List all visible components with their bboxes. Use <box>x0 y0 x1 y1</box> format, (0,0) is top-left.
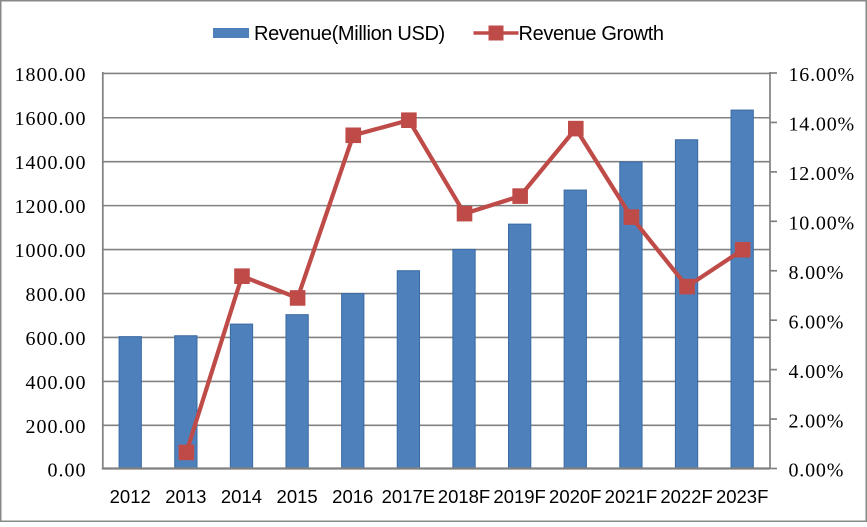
svg-text:16.00%: 16.00% <box>789 64 855 86</box>
svg-text:1600.00: 1600.00 <box>15 108 87 130</box>
svg-text:2020F: 2020F <box>549 486 601 507</box>
svg-text:2021F: 2021F <box>605 486 657 507</box>
svg-text:14.00%: 14.00% <box>789 114 855 136</box>
svg-text:200.00: 200.00 <box>26 416 87 438</box>
svg-text:1400.00: 1400.00 <box>15 152 87 174</box>
svg-text:800.00: 800.00 <box>26 284 87 306</box>
svg-text:Revenue(Million USD): Revenue(Million USD) <box>254 23 445 45</box>
svg-text:2015: 2015 <box>277 486 318 507</box>
svg-text:0.00%: 0.00% <box>789 460 845 482</box>
svg-text:600.00: 600.00 <box>26 328 87 350</box>
svg-text:1800.00: 1800.00 <box>15 64 87 86</box>
svg-text:2012: 2012 <box>110 486 151 507</box>
svg-text:2.00%: 2.00% <box>789 410 845 432</box>
svg-text:2013: 2013 <box>165 486 206 507</box>
svg-text:2017E: 2017E <box>382 486 436 507</box>
svg-text:10.00%: 10.00% <box>789 213 855 235</box>
svg-text:12.00%: 12.00% <box>789 163 855 185</box>
svg-text:1000.00: 1000.00 <box>15 240 87 262</box>
svg-text:2023F: 2023F <box>716 486 768 507</box>
svg-text:2018F: 2018F <box>438 486 490 507</box>
svg-text:2022F: 2022F <box>660 486 712 507</box>
svg-text:4.00%: 4.00% <box>789 361 845 383</box>
svg-text:0.00: 0.00 <box>48 460 87 482</box>
svg-text:6.00%: 6.00% <box>789 311 845 333</box>
svg-text:2014: 2014 <box>221 486 262 507</box>
svg-text:1200.00: 1200.00 <box>15 196 87 218</box>
svg-text:2019F: 2019F <box>493 486 545 507</box>
svg-text:2016: 2016 <box>332 486 373 507</box>
svg-text:8.00%: 8.00% <box>789 262 845 284</box>
svg-text:Revenue Growth: Revenue Growth <box>519 23 664 45</box>
svg-text:400.00: 400.00 <box>26 372 87 394</box>
